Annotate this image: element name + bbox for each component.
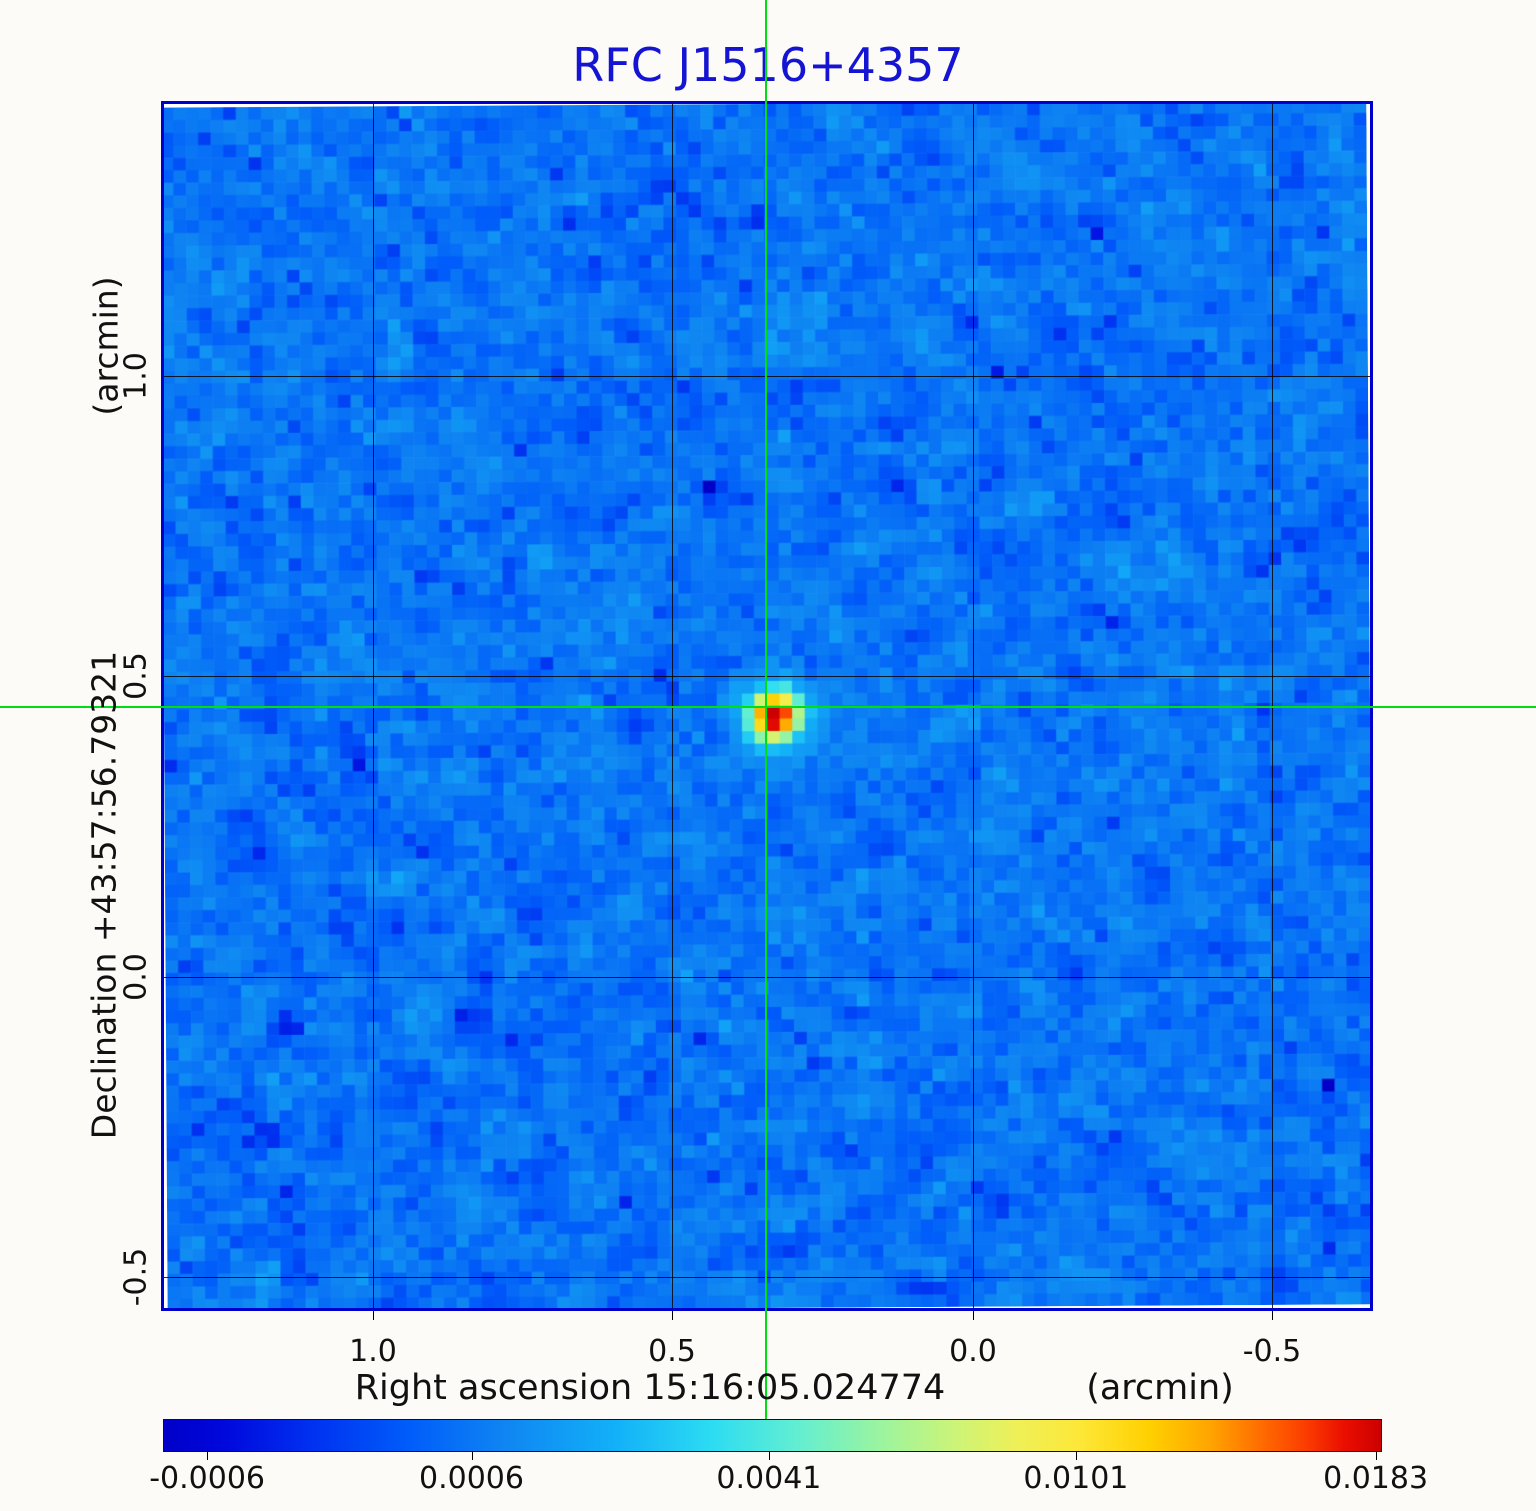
colorbar-tick-label: 0.0006 <box>419 1461 524 1496</box>
colorbar-tick-label: 0.0101 <box>1023 1461 1129 1496</box>
colorbar-tick-mark <box>1375 1452 1377 1460</box>
y-axis-title: Declination +43:57:56.79321 <box>84 650 124 1140</box>
plot-title: RFC J1516+4357 <box>572 38 964 92</box>
colorbar-tick-mark <box>768 1452 770 1460</box>
y-tick-label: 0.5 <box>118 652 154 700</box>
colorbar-tick-mark <box>207 1452 209 1460</box>
colorbar-gradient <box>163 1419 1382 1452</box>
x-axis-tick-mark <box>672 1311 673 1320</box>
x-tick-label: 1.0 <box>349 1334 397 1369</box>
x-axis-title: Right ascension 15:16:05.024774 <box>354 1368 946 1408</box>
colorbar-tick-label: -0.0006 <box>149 1461 265 1496</box>
crosshair-vertical-line <box>765 0 767 1419</box>
y-tick-label: 0.0 <box>118 953 154 1001</box>
x-axis-tick-mark <box>1272 1311 1273 1320</box>
colorbar-tick-label: 0.0041 <box>716 1461 822 1496</box>
crosshair-horizontal-line <box>0 706 1536 708</box>
x-tick-label: 0.5 <box>648 1334 696 1369</box>
grid-line-horizontal <box>164 977 1370 978</box>
colorbar-tick-mark <box>471 1452 473 1460</box>
x-tick-label: 0.0 <box>949 1334 997 1369</box>
x-axis-unit-label: (arcmin) <box>1086 1368 1234 1408</box>
grid-line-horizontal <box>164 376 1370 377</box>
grid-line-horizontal <box>164 1277 1370 1278</box>
x-axis-tick-mark <box>973 1311 974 1320</box>
y-tick-label: -0.5 <box>118 1247 154 1307</box>
grid-line-horizontal <box>164 676 1370 677</box>
colorbar-tick-mark <box>1075 1452 1077 1460</box>
colorbar-tick-label: 0.0183 <box>1323 1461 1429 1496</box>
x-axis-tick-mark <box>373 1311 374 1320</box>
y-tick-label: 1.0 <box>118 352 154 400</box>
x-tick-label: -0.5 <box>1242 1334 1302 1369</box>
